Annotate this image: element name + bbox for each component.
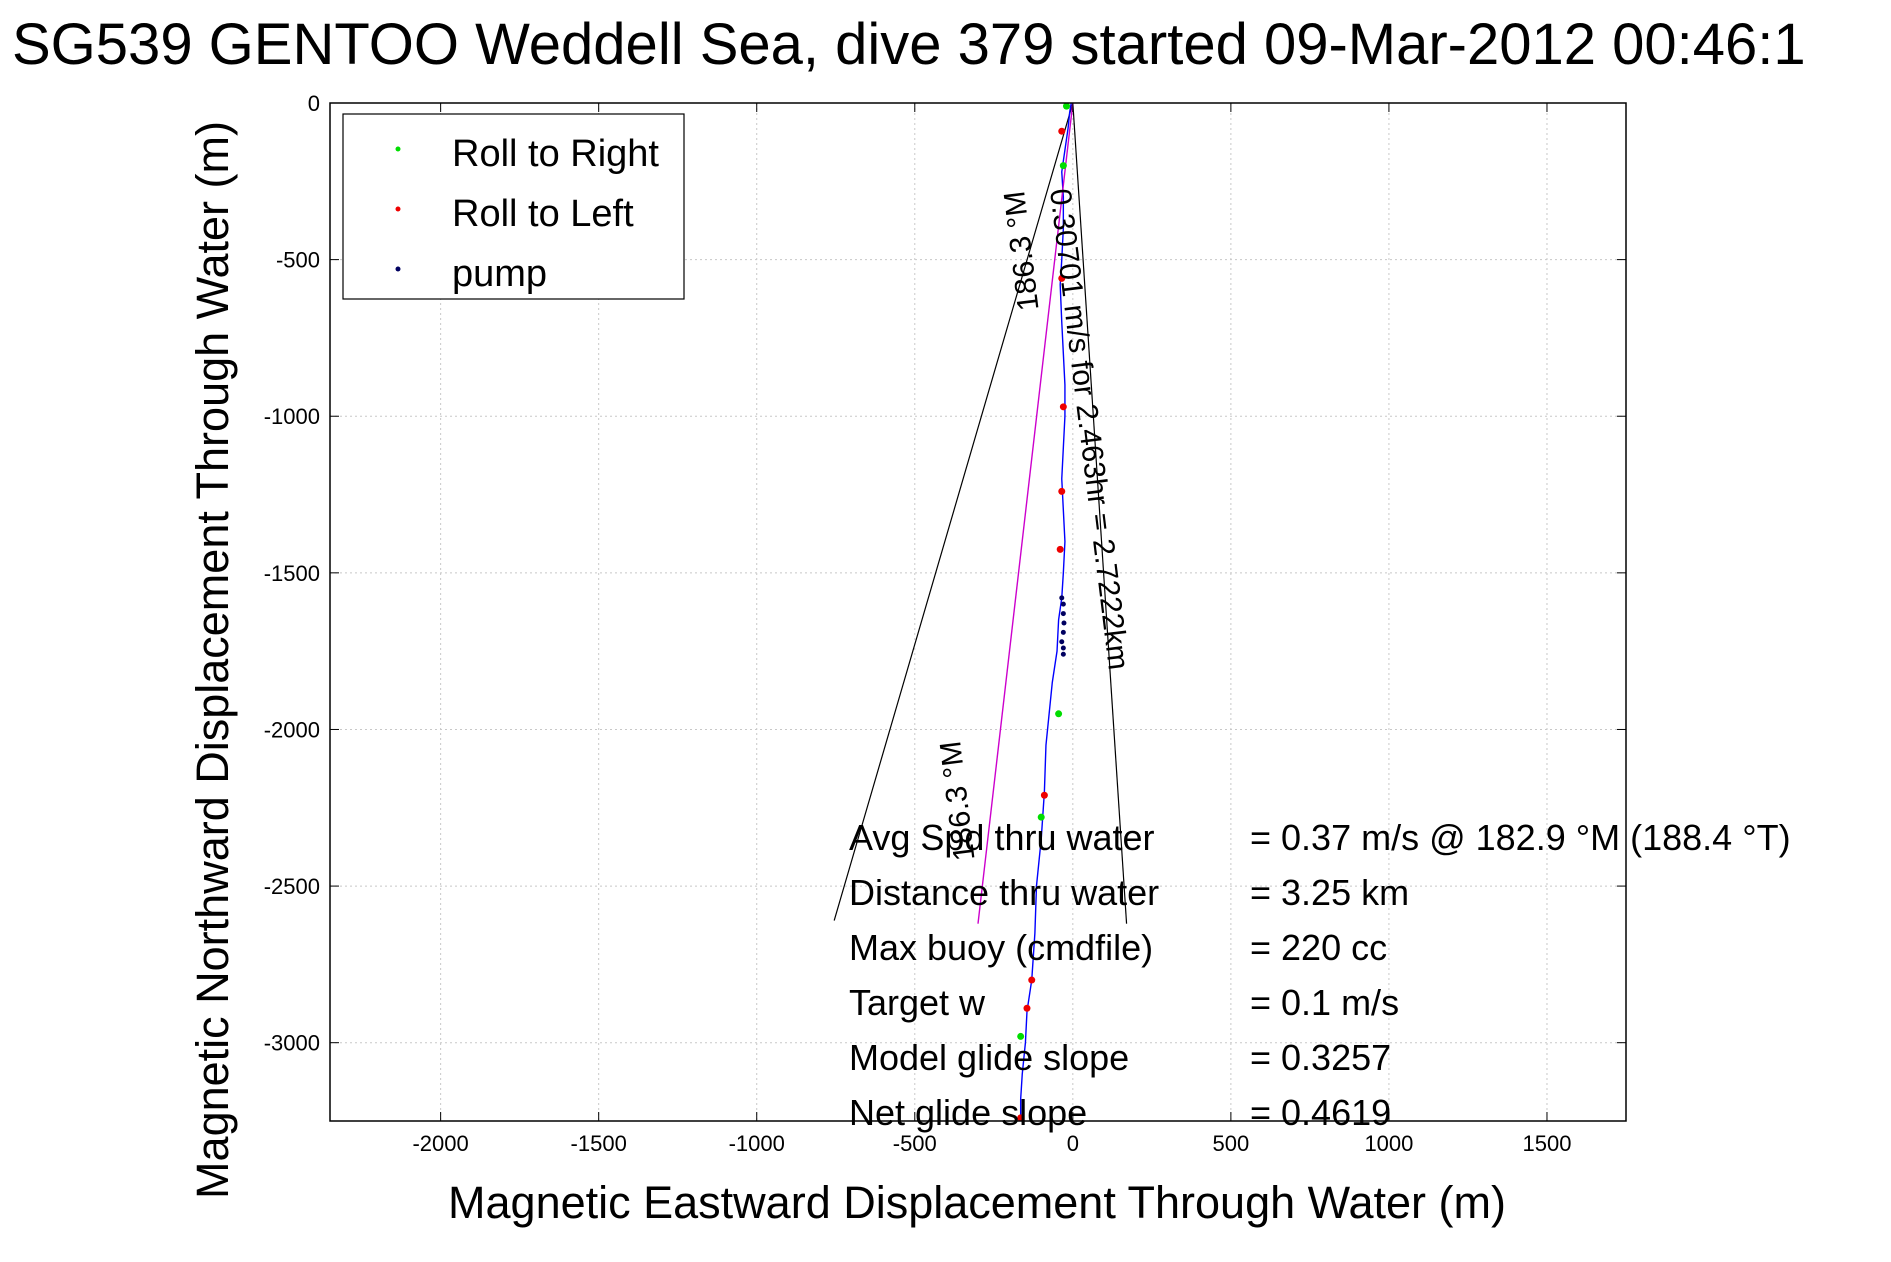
marker-right bbox=[1055, 710, 1063, 718]
y-axis-label: Magnetic Northward Displacement Through … bbox=[187, 121, 238, 1199]
marker-right bbox=[1059, 162, 1067, 170]
info-value: = 0.1 m/s bbox=[1250, 982, 1399, 1023]
series-line-2 bbox=[977, 102, 1074, 924]
marker-right bbox=[1037, 813, 1045, 821]
marker-pump bbox=[1060, 645, 1066, 651]
y-tick-label: -2000 bbox=[264, 717, 320, 742]
heading-annotation: 186.3 °M bbox=[998, 189, 1045, 313]
legend-label: Roll to Left bbox=[452, 193, 634, 235]
legend-marker bbox=[395, 146, 401, 152]
axes-box bbox=[329, 102, 1627, 1122]
y-tick-label: 0 bbox=[308, 91, 320, 116]
x-tick-label: -1500 bbox=[571, 1131, 627, 1156]
marker-left bbox=[1040, 791, 1048, 799]
marker-pump bbox=[1060, 611, 1066, 617]
y-tick-label: -2500 bbox=[264, 874, 320, 899]
marker-pump bbox=[1060, 629, 1066, 635]
info-label: Model glide slope bbox=[849, 1037, 1129, 1078]
track-series bbox=[977, 102, 1074, 1121]
marker-pump bbox=[1060, 651, 1066, 657]
marker-left bbox=[1058, 487, 1066, 495]
info-value: = 220 cc bbox=[1250, 927, 1387, 968]
dive-info-block: Avg Spd thru water = 0.37 m/s @ 182.9 °M … bbox=[849, 817, 1791, 1133]
legend: Roll to Right Roll to Left pump bbox=[342, 113, 685, 300]
x-tick-label: 500 bbox=[1213, 1131, 1250, 1156]
marker-right bbox=[1017, 1032, 1025, 1040]
cone-left-edge bbox=[833, 102, 1074, 921]
x-tick-label: -2000 bbox=[412, 1131, 468, 1156]
legend-marker bbox=[395, 266, 401, 272]
marker-right bbox=[1063, 102, 1071, 110]
info-value: = 0.3257 bbox=[1250, 1037, 1391, 1078]
info-label: Distance thru water bbox=[849, 872, 1159, 913]
legend-marker bbox=[395, 206, 401, 212]
info-value: = 0.37 m/s @ 182.9 °M (188.4 °T) bbox=[1250, 817, 1791, 858]
series-line-1 bbox=[1019, 102, 1072, 1121]
legend-label: Roll to Right bbox=[452, 133, 659, 175]
legend-label: pump bbox=[452, 253, 547, 295]
marker-left bbox=[1058, 127, 1066, 135]
axis-ticks: -2000 -1500 -1000 -500 0 500 1000 1500 0 -500 -100… bbox=[264, 91, 1626, 1156]
y-tick-label: -500 bbox=[276, 248, 320, 273]
x-tick-label: 1500 bbox=[1522, 1131, 1571, 1156]
info-label: Target w bbox=[849, 982, 986, 1023]
marker-left bbox=[1023, 1004, 1031, 1012]
marker-pump bbox=[1061, 620, 1067, 626]
marker-left bbox=[1017, 1114, 1025, 1122]
info-label: Net glide slope bbox=[849, 1092, 1087, 1133]
info-label: Max buoy (cmdfile) bbox=[849, 927, 1153, 968]
roll-markers bbox=[1017, 102, 1071, 1122]
marker-pump bbox=[1059, 595, 1065, 601]
x-tick-label: -1000 bbox=[729, 1131, 785, 1156]
marker-left bbox=[1056, 545, 1064, 553]
marker-left bbox=[1028, 976, 1036, 984]
y-tick-label: -1000 bbox=[264, 404, 320, 429]
info-label: Avg Spd thru water bbox=[849, 817, 1155, 858]
x-tick-label: 1000 bbox=[1364, 1131, 1413, 1156]
marker-left bbox=[1059, 403, 1067, 411]
annotations: 0.30701 m/s for 2.463hr = 2.7222km186.3 … bbox=[934, 187, 1135, 863]
heading-cone bbox=[833, 102, 1128, 924]
y-tick-label: -3000 bbox=[264, 1031, 320, 1056]
chart-title: SG539 GENTOO Weddell Sea, dive 379 start… bbox=[12, 12, 1806, 77]
info-value: = 0.4619 bbox=[1250, 1092, 1391, 1133]
x-tick-label: -500 bbox=[893, 1131, 937, 1156]
marker-left bbox=[1058, 274, 1066, 282]
cone-right-edge bbox=[1072, 102, 1128, 924]
x-axis-label: Magnetic Eastward Displacement Through W… bbox=[448, 1177, 1506, 1228]
x-tick-label: 0 bbox=[1067, 1131, 1079, 1156]
y-tick-label: -1500 bbox=[264, 561, 320, 586]
marker-pump bbox=[1059, 639, 1065, 645]
marker-pump bbox=[1060, 601, 1066, 607]
info-value: = 3.25 km bbox=[1250, 872, 1409, 913]
